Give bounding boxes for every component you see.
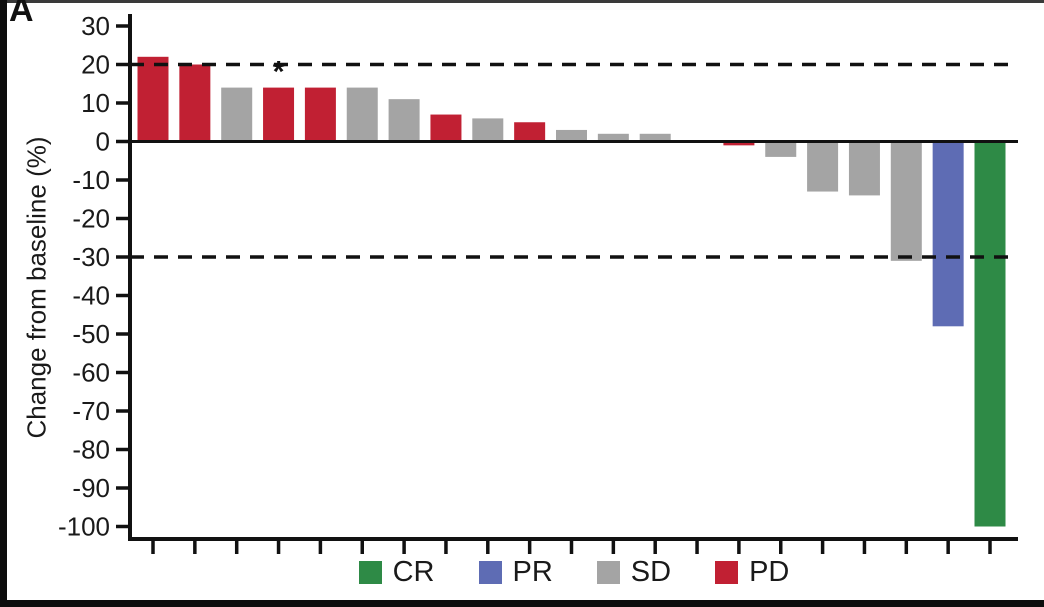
significance-asterisk: * <box>273 56 285 89</box>
panel-label: A <box>9 0 34 29</box>
y-tick-label: -90 <box>72 473 110 503</box>
bar-sd <box>639 133 671 142</box>
y-tick-label: 20 <box>81 50 110 80</box>
y-tick-label: -70 <box>72 396 110 426</box>
panel-border-bottom <box>0 600 1044 607</box>
bar-pd <box>137 56 169 142</box>
bar-sd <box>807 141 839 192</box>
legend-label: PD <box>749 556 790 588</box>
bar-sd <box>346 87 378 142</box>
bar-pd <box>723 141 755 146</box>
y-tick-label: 0 <box>96 127 110 157</box>
bar-sd <box>556 129 587 142</box>
panel-border-top <box>0 0 1044 3</box>
legend-swatch-cr <box>358 561 382 584</box>
bar-cr <box>974 141 1006 527</box>
bar-sd <box>597 133 629 142</box>
bar-sd <box>221 87 253 142</box>
y-tick-label: 30 <box>81 11 110 41</box>
bar-pd <box>263 87 295 142</box>
y-tick-label: -40 <box>72 281 110 311</box>
bar-sd <box>472 118 504 142</box>
y-tick-label: -80 <box>72 435 110 465</box>
legend-label: PR <box>512 556 553 588</box>
bar-pd <box>179 64 211 142</box>
bar-pd <box>430 114 462 142</box>
legend-swatch-sd <box>596 561 620 584</box>
legend-item-pr: PR <box>478 556 553 588</box>
legend-swatch-pd <box>715 561 739 584</box>
bar-sd <box>388 99 420 142</box>
y-tick-label: -20 <box>72 204 110 234</box>
y-tick-label: -50 <box>72 319 110 349</box>
legend: CR PR SD PD <box>130 558 1018 587</box>
bar-pd <box>304 87 336 142</box>
legend-item-sd: SD <box>596 556 672 588</box>
y-tick-label: -100 <box>58 512 110 542</box>
legend-swatch-pr <box>478 561 502 584</box>
bar-pd <box>514 122 546 142</box>
bar-pr <box>932 141 964 327</box>
legend-item-pd: PD <box>715 558 789 587</box>
bar-sd <box>765 141 797 157</box>
legend-item-cr: CR <box>358 556 435 588</box>
y-tick-label: -30 <box>72 242 110 272</box>
bar-sd <box>890 141 922 261</box>
y-tick-label: -60 <box>72 358 110 388</box>
legend-label: CR <box>392 556 435 588</box>
legend-label: SD <box>630 556 672 588</box>
panel-border-left <box>0 0 7 607</box>
y-tick-label: -10 <box>72 165 110 195</box>
bar-sd <box>848 141 880 196</box>
y-tick-label: 10 <box>81 88 110 118</box>
